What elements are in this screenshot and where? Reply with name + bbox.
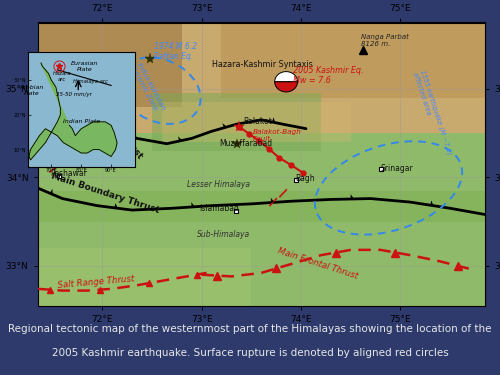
Text: Nanga Parbat
8126 m.: Nanga Parbat 8126 m. <box>360 34 408 47</box>
Text: Main Boundary Thrust: Main Boundary Thrust <box>50 171 161 215</box>
Polygon shape <box>38 22 485 133</box>
Polygon shape <box>114 203 118 208</box>
Text: 1974 M 6.2
Pattan Eq.: 1974 M 6.2 Pattan Eq. <box>154 42 197 62</box>
Text: Himalaya arc: Himalaya arc <box>73 80 108 84</box>
Polygon shape <box>38 190 485 222</box>
Text: 2005 Kashmir earthquake. Surface rupture is denoted by aligned red circles: 2005 Kashmir earthquake. Surface rupture… <box>52 348 448 358</box>
Polygon shape <box>222 22 485 98</box>
Wedge shape <box>274 82 297 92</box>
Text: Lesser Himalaya: Lesser Himalaya <box>186 180 250 189</box>
Text: Indian Plate: Indian Plate <box>62 119 100 124</box>
Polygon shape <box>152 93 321 151</box>
Polygon shape <box>38 133 485 306</box>
Wedge shape <box>274 72 297 82</box>
Text: 35-50 mm/yr: 35-50 mm/yr <box>56 92 92 97</box>
Text: 2005 Kashmir Eq.
Mw = 7.6: 2005 Kashmir Eq. Mw = 7.6 <box>293 66 364 85</box>
Text: Regional tectonic map of the westernmost part of the Himalayas showing the locat: Regional tectonic map of the westernmost… <box>8 324 492 334</box>
Text: Islamabad: Islamabad <box>200 204 239 213</box>
Polygon shape <box>222 123 227 128</box>
Text: Salt Range Thrust: Salt Range Thrust <box>58 274 135 290</box>
Text: Hazara
arc: Hazara arc <box>52 71 71 82</box>
Text: Muzaffarabad: Muzaffarabad <box>220 139 272 148</box>
Polygon shape <box>50 189 53 195</box>
Polygon shape <box>350 194 354 199</box>
Text: Indus-Kohistan
Seismic Zone: Indus-Kohistan Seismic Zone <box>130 62 166 116</box>
Polygon shape <box>191 202 195 207</box>
Polygon shape <box>272 117 276 123</box>
Polygon shape <box>38 248 252 306</box>
Polygon shape <box>29 63 117 160</box>
Text: Eurasian
Plate: Eurasian Plate <box>70 61 98 72</box>
Polygon shape <box>162 102 351 142</box>
Polygon shape <box>122 128 125 134</box>
Text: Bagh: Bagh <box>295 174 314 183</box>
Text: Sub-Himalaya: Sub-Himalaya <box>196 230 250 239</box>
Text: Main Frontal Thrust: Main Frontal Thrust <box>276 247 359 281</box>
Text: Srinagar: Srinagar <box>380 164 414 173</box>
Polygon shape <box>178 136 182 141</box>
Polygon shape <box>430 200 434 206</box>
Polygon shape <box>38 22 182 106</box>
Text: 1555 earthquake (M ~7.6)
affected area: 1555 earthquake (M ~7.6) affected area <box>412 69 453 158</box>
Text: Main Central Thrust: Main Central Thrust <box>74 74 144 160</box>
Text: Arabian
Plate: Arabian Plate <box>20 85 44 96</box>
Text: Balakot: Balakot <box>244 117 272 126</box>
Polygon shape <box>65 99 68 105</box>
Text: Hazara-Kashmir Syntaxis: Hazara-Kashmir Syntaxis <box>212 60 312 69</box>
Polygon shape <box>271 198 274 202</box>
Text: Balakot-Bagh
Fault: Balakot-Bagh Fault <box>254 129 302 142</box>
Text: Peshawar: Peshawar <box>50 169 88 178</box>
